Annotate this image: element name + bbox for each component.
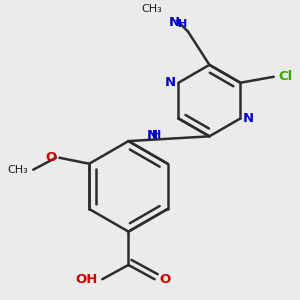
Text: Cl: Cl	[278, 70, 293, 83]
Text: CH₃: CH₃	[8, 165, 29, 175]
Text: H: H	[152, 130, 162, 140]
Text: N: N	[165, 76, 176, 89]
Text: N: N	[147, 129, 158, 142]
Text: CH₃: CH₃	[141, 4, 162, 14]
Text: O: O	[46, 151, 57, 164]
Text: OH: OH	[75, 273, 98, 286]
Text: N: N	[243, 112, 254, 125]
Text: N: N	[169, 16, 180, 29]
Text: O: O	[159, 273, 171, 286]
Text: H: H	[178, 19, 187, 29]
